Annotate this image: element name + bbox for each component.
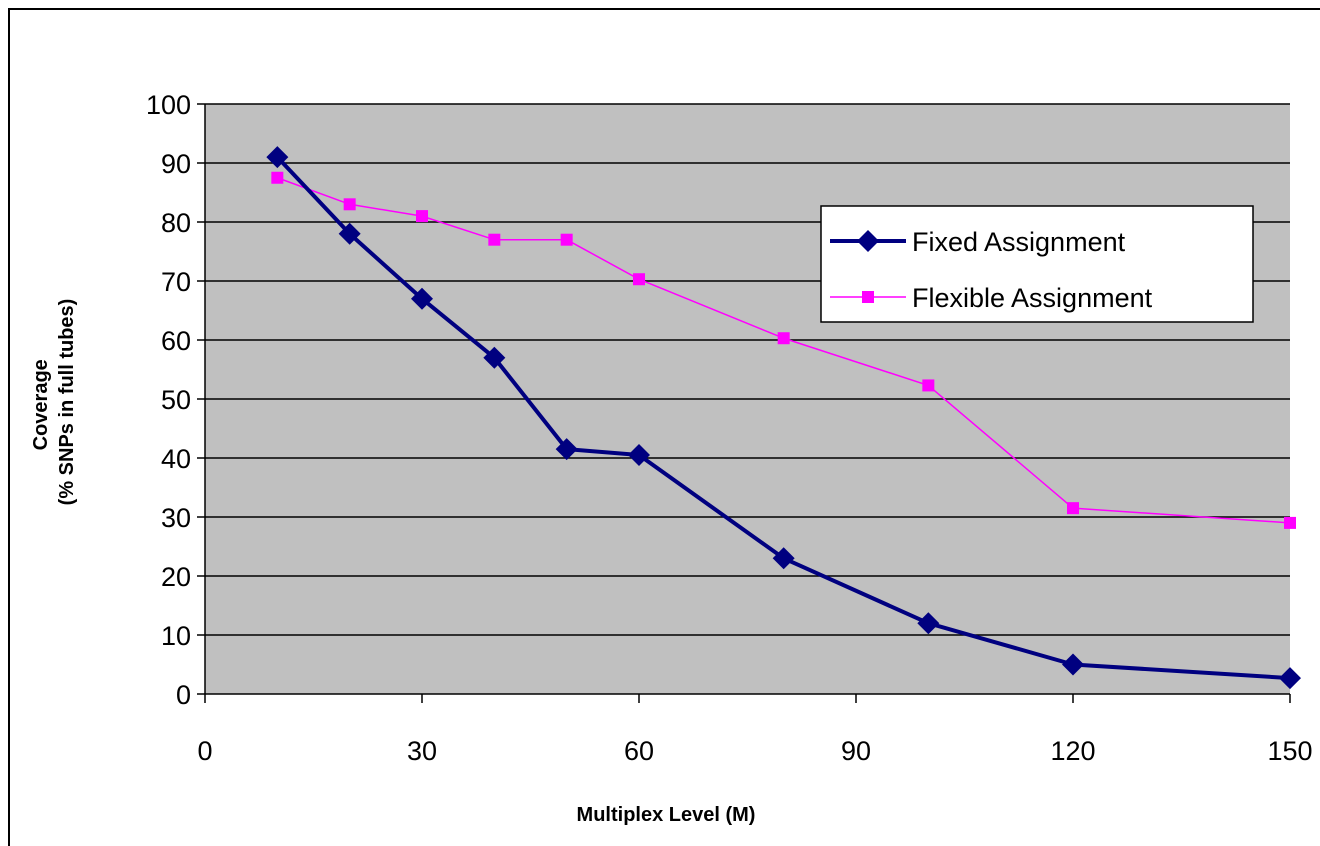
y-tick-label: 20	[161, 562, 191, 592]
data-point-0	[555, 438, 578, 461]
data-point-0	[411, 287, 433, 310]
y-tick-label: 80	[161, 208, 191, 238]
data-point-0	[1279, 667, 1301, 690]
legend-swatch-marker	[857, 230, 879, 252]
y-tick-labels: 0 10 20 30 40 50 60 70 80 90 100	[146, 90, 205, 710]
chart-frame	[8, 8, 1320, 846]
y-tick-label: 40	[161, 444, 191, 474]
legend-swatch-marker	[862, 291, 874, 303]
gridlines	[205, 103, 1290, 636]
series-layer	[266, 146, 1301, 690]
x-tick-label: 120	[1050, 736, 1095, 766]
y-tick-label: 60	[161, 326, 191, 356]
data-point-0	[772, 547, 795, 570]
data-point-0	[483, 346, 506, 369]
x-tick-label: 60	[624, 736, 654, 766]
data-point-1	[1067, 502, 1079, 515]
x-tick-label: 0	[197, 736, 212, 766]
y-tick-label: 10	[161, 621, 191, 651]
y-tick-label: 90	[161, 149, 191, 179]
data-point-1	[488, 233, 501, 246]
data-point-1	[922, 379, 935, 392]
series-1	[271, 171, 1296, 529]
y-tick-label: 30	[161, 503, 191, 533]
series-line-0	[275, 155, 1291, 681]
legend-label: Flexible Assignment	[912, 283, 1153, 313]
legend-item-0: Fixed Assignment	[830, 227, 1126, 257]
legend: Fixed Assignment Flexible Assignment	[820, 205, 1254, 323]
x-tick-label: 90	[841, 736, 871, 766]
series-0	[266, 146, 1301, 690]
y-axis-title-line-1: Coverage	[30, 359, 52, 450]
legend-box	[820, 205, 1254, 323]
data-point-1	[633, 273, 645, 286]
data-point-0	[266, 146, 289, 169]
x-tick-labels: 0 30 60 90 120 150	[197, 694, 1313, 766]
legend-label: Fixed Assignment	[912, 227, 1126, 257]
data-point-0	[1062, 653, 1084, 676]
data-point-1	[777, 332, 790, 345]
y-tick-label: 50	[161, 385, 191, 415]
x-tick-label: 30	[407, 736, 437, 766]
series-line-1	[277, 177, 1291, 524]
x-tick-label: 150	[1267, 736, 1312, 766]
legend-item-1: Flexible Assignment	[830, 283, 1153, 313]
y-tick-label: 0	[176, 680, 191, 710]
data-point-0	[338, 222, 361, 245]
y-tick-label: 70	[161, 267, 191, 297]
y-tick-label: 100	[146, 90, 191, 120]
data-point-1	[1284, 516, 1296, 529]
data-point-0	[628, 444, 650, 467]
data-point-1	[560, 233, 573, 246]
data-point-1	[343, 198, 356, 211]
x-axis-title: Multiplex Level (M)	[577, 804, 756, 826]
data-point-0	[917, 612, 940, 635]
data-point-1	[416, 210, 428, 223]
data-point-1	[271, 171, 284, 184]
y-axis-title-line-2: (% SNPs in full tubes)	[56, 299, 78, 506]
y-axis-title: Coverage (% SNPs in full tubes)	[30, 299, 78, 506]
